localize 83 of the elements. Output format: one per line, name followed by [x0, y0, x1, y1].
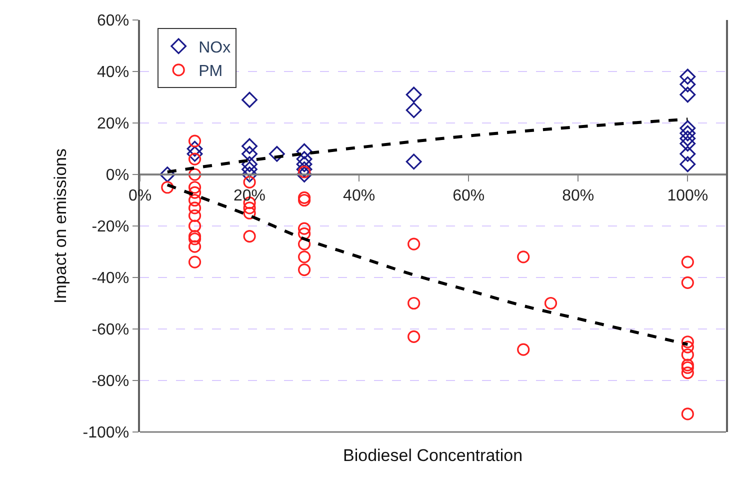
- point: [242, 146, 258, 162]
- point: [298, 191, 311, 204]
- point: [298, 250, 311, 264]
- x-tick-label: 60%: [452, 187, 485, 204]
- point: [680, 146, 696, 162]
- y-tick-label: 0%: [106, 167, 130, 184]
- y-tick-label: 20%: [97, 116, 130, 133]
- x-axis-title: Biodiesel Concentration: [343, 446, 523, 465]
- point: [186, 146, 203, 162]
- point: [680, 86, 696, 103]
- y-tick-label: 40%: [97, 64, 130, 82]
- y-tick-label: -40%: [92, 270, 130, 288]
- point: [159, 166, 176, 182]
- point: [681, 340, 694, 354]
- point: [408, 296, 420, 310]
- point: [680, 156, 696, 172]
- point: [406, 86, 422, 103]
- point: [296, 166, 312, 182]
- point: [188, 202, 202, 214]
- point: [242, 92, 258, 108]
- point: [243, 202, 256, 214]
- point: [680, 120, 696, 136]
- point: [243, 230, 256, 243]
- point: [188, 230, 202, 243]
- point: [296, 143, 312, 160]
- point: [517, 343, 530, 356]
- y-tick-label: -20%: [92, 218, 130, 236]
- point: [298, 227, 311, 240]
- point: [188, 220, 202, 232]
- x-tick-label: 40%: [343, 187, 376, 204]
- point: [408, 330, 420, 344]
- point: [242, 138, 258, 154]
- x-tick-label: 100%: [667, 187, 708, 204]
- point: [188, 232, 202, 246]
- point: [188, 186, 202, 199]
- point: [268, 146, 285, 162]
- point: [298, 263, 311, 276]
- y-tick-label: -100%: [82, 424, 130, 442]
- point: [680, 125, 696, 142]
- point: [680, 76, 696, 92]
- point: [188, 134, 202, 148]
- point: [681, 276, 694, 289]
- point: [408, 238, 420, 250]
- point: [681, 348, 694, 362]
- x-tick-label: 20%: [234, 187, 266, 204]
- legend-label: NOx: [198, 39, 231, 56]
- point: [406, 102, 422, 118]
- point: [681, 358, 694, 372]
- point: [186, 140, 203, 157]
- y-tick-label: -60%: [92, 322, 130, 339]
- point: [298, 194, 311, 207]
- point: [161, 181, 174, 194]
- point: [681, 408, 694, 420]
- point: [296, 151, 312, 167]
- point: [681, 336, 694, 348]
- point: [296, 161, 312, 178]
- point: [681, 361, 694, 374]
- point: [680, 136, 696, 152]
- point: [242, 161, 258, 178]
- point: [242, 156, 258, 172]
- point: [188, 240, 202, 253]
- point: [188, 194, 202, 207]
- point: [517, 250, 530, 264]
- point: [243, 206, 256, 220]
- point: [188, 256, 202, 268]
- point: [544, 296, 558, 310]
- legend-label: PM: [198, 63, 223, 80]
- point: [406, 154, 422, 170]
- point: [681, 256, 694, 268]
- point: [188, 209, 202, 222]
- point: [298, 222, 311, 235]
- point: [296, 156, 312, 172]
- point: [680, 68, 696, 85]
- y-tick-label: -80%: [92, 373, 130, 390]
- y-tick-label: 60%: [97, 12, 130, 30]
- x-tick-label: 80%: [562, 187, 594, 204]
- point: [681, 366, 694, 380]
- point: [242, 166, 258, 182]
- y-axis-title: Impact on emissions: [50, 148, 70, 304]
- point: [243, 176, 256, 189]
- point: [680, 130, 696, 146]
- point: [188, 181, 202, 194]
- point: [188, 168, 202, 181]
